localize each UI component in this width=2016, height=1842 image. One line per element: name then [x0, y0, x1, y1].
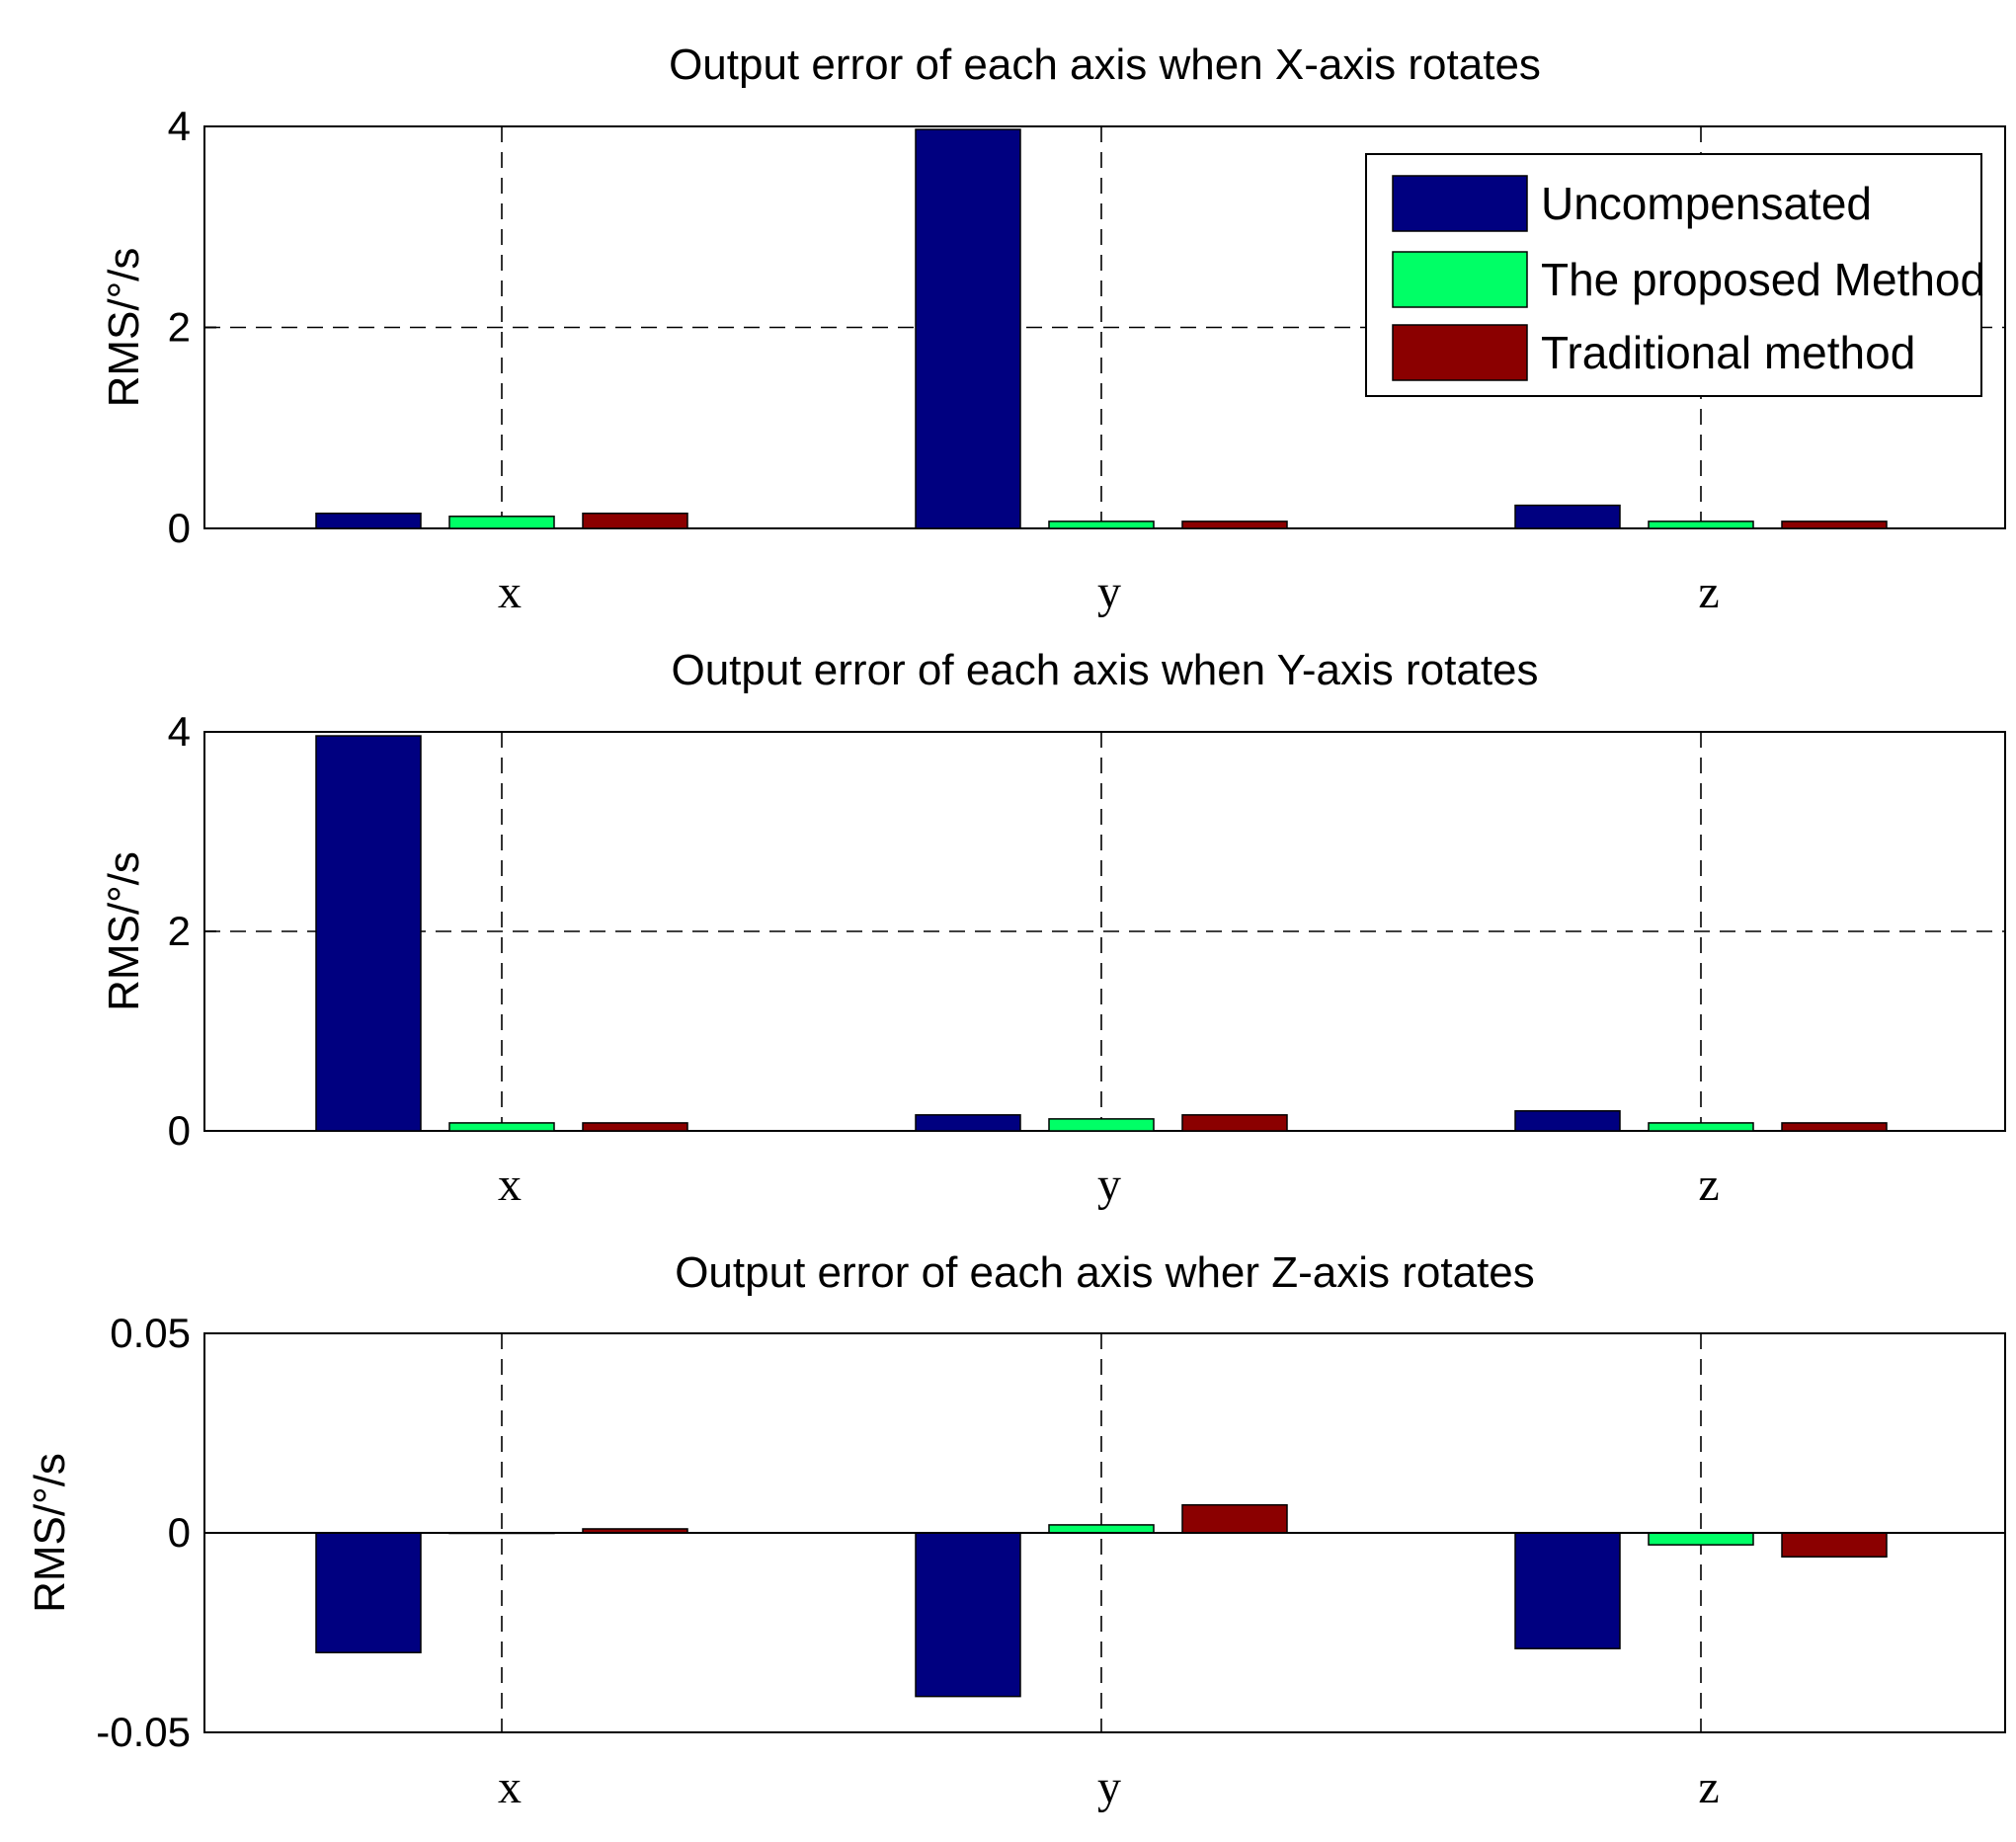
- chart-title: Output error of each axis wher Z-axis ro…: [675, 1248, 1535, 1297]
- y-tick-label: 2: [168, 908, 191, 954]
- legend-swatch: [1392, 324, 1528, 381]
- chart-panel-3: Output error of each axis wher Z-axis ro…: [26, 1248, 2006, 1813]
- bar-uncompensated-y: [915, 128, 1021, 529]
- x-category-label: x: [498, 566, 522, 618]
- x-category-label: x: [498, 1761, 522, 1813]
- bar-traditional-method-x: [582, 512, 688, 529]
- x-category-label: z: [1698, 1761, 1719, 1813]
- bar-uncompensated-z: [1514, 1110, 1621, 1132]
- legend-swatch: [1392, 251, 1528, 308]
- bar-the-proposed-method-z: [1648, 521, 1754, 529]
- bar-traditional-method-z: [1781, 1532, 1888, 1558]
- y-tick-label: 4: [168, 708, 191, 755]
- y-tick-label: 0: [168, 505, 191, 551]
- x-category-label: z: [1698, 1159, 1719, 1211]
- chart-panel-2: Output error of each axis when Y-axis ro…: [100, 646, 2006, 1211]
- legend-label: Uncompensated: [1541, 178, 1872, 229]
- y-axis-label: RMS/°/s: [100, 851, 148, 1011]
- bar-uncompensated-x: [315, 1532, 422, 1653]
- legend: Uncompensated The proposed Method Traditio…: [1365, 153, 1985, 397]
- y-tick-label: -0.05: [96, 1709, 191, 1755]
- bar-uncompensated-z: [1514, 1532, 1621, 1649]
- bar-uncompensated-x: [315, 512, 422, 529]
- bar-the-proposed-method-x: [448, 516, 555, 529]
- chart-title: Output error of each axis when X-axis ro…: [669, 40, 1541, 89]
- bar-uncompensated-x: [315, 735, 422, 1132]
- bar-uncompensated-y: [915, 1532, 1021, 1698]
- x-category-label: x: [498, 1159, 522, 1211]
- y-tick-label: 0: [168, 1107, 191, 1154]
- y-axis-label: RMS/°/s: [100, 248, 148, 408]
- y-tick-label: 2: [168, 304, 191, 351]
- chart-title: Output error of each axis when Y-axis ro…: [671, 646, 1538, 694]
- bar-traditional-method-z: [1781, 521, 1888, 529]
- legend-swatch: [1392, 175, 1528, 232]
- bar-traditional-method-x: [582, 1122, 688, 1132]
- bar-the-proposed-method-z: [1648, 1532, 1754, 1546]
- bar-the-proposed-method-z: [1648, 1122, 1754, 1132]
- bar-the-proposed-method-y: [1048, 1524, 1155, 1534]
- bar-uncompensated-z: [1514, 504, 1621, 529]
- bar-traditional-method-y: [1181, 1114, 1288, 1132]
- x-category-label: y: [1097, 1159, 1121, 1211]
- bar-the-proposed-method-y: [1048, 1118, 1155, 1132]
- x-category-label: y: [1097, 566, 1121, 618]
- chart-panel-1: Output error of each axis when X-axis ro…: [100, 40, 2006, 618]
- bar-the-proposed-method-x: [448, 1122, 555, 1132]
- bar-traditional-method-z: [1781, 1122, 1888, 1132]
- legend-label: Traditional method: [1541, 327, 1915, 378]
- bar-traditional-method-y: [1181, 521, 1288, 529]
- x-category-label: z: [1698, 566, 1719, 618]
- bar-traditional-method-y: [1181, 1503, 1288, 1534]
- bar-the-proposed-method-y: [1048, 521, 1155, 529]
- y-tick-label: 0.05: [110, 1310, 191, 1356]
- y-axis-label: RMS/°/s: [26, 1453, 74, 1613]
- legend-label: The proposed Method: [1541, 254, 1985, 305]
- x-category-label: y: [1097, 1761, 1121, 1813]
- y-tick-label: 4: [168, 103, 191, 149]
- y-tick-label: 0: [168, 1509, 191, 1556]
- bar-uncompensated-y: [915, 1114, 1021, 1132]
